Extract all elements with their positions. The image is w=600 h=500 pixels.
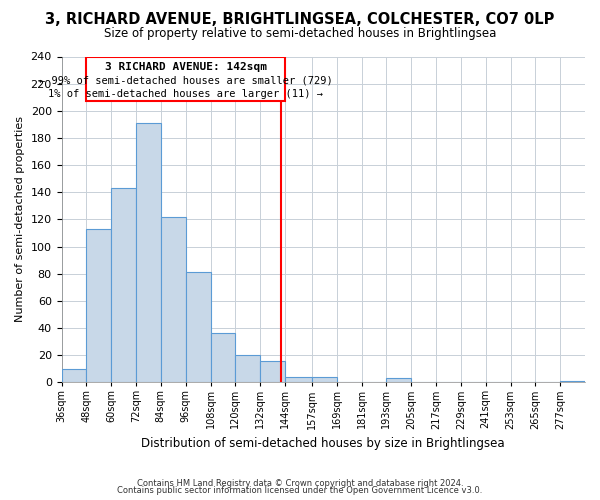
Text: 3, RICHARD AVENUE, BRIGHTLINGSEA, COLCHESTER, CO7 0LP: 3, RICHARD AVENUE, BRIGHTLINGSEA, COLCHE… bbox=[46, 12, 554, 28]
Bar bbox=[62, 368, 86, 382]
Text: 1% of semi-detached houses are larger (11) →: 1% of semi-detached houses are larger (1… bbox=[48, 89, 323, 99]
Text: Size of property relative to semi-detached houses in Brightlingsea: Size of property relative to semi-detach… bbox=[104, 28, 496, 40]
Text: Contains public sector information licensed under the Open Government Licence v3: Contains public sector information licen… bbox=[118, 486, 482, 495]
Text: ← 99% of semi-detached houses are smaller (729): ← 99% of semi-detached houses are smalle… bbox=[39, 76, 332, 86]
Bar bbox=[211, 334, 235, 382]
Bar bbox=[86, 229, 111, 382]
Bar bbox=[260, 360, 285, 382]
Text: Contains HM Land Registry data © Crown copyright and database right 2024.: Contains HM Land Registry data © Crown c… bbox=[137, 478, 463, 488]
Text: 3 RICHARD AVENUE: 142sqm: 3 RICHARD AVENUE: 142sqm bbox=[104, 62, 266, 72]
Bar bbox=[560, 381, 585, 382]
Bar bbox=[185, 272, 211, 382]
Bar bbox=[235, 355, 260, 382]
Bar bbox=[386, 378, 411, 382]
Bar bbox=[312, 377, 337, 382]
Bar bbox=[136, 123, 161, 382]
Bar bbox=[285, 377, 312, 382]
Bar bbox=[161, 216, 185, 382]
FancyBboxPatch shape bbox=[86, 56, 285, 102]
Y-axis label: Number of semi-detached properties: Number of semi-detached properties bbox=[15, 116, 25, 322]
X-axis label: Distribution of semi-detached houses by size in Brightlingsea: Distribution of semi-detached houses by … bbox=[142, 437, 505, 450]
Bar bbox=[111, 188, 136, 382]
